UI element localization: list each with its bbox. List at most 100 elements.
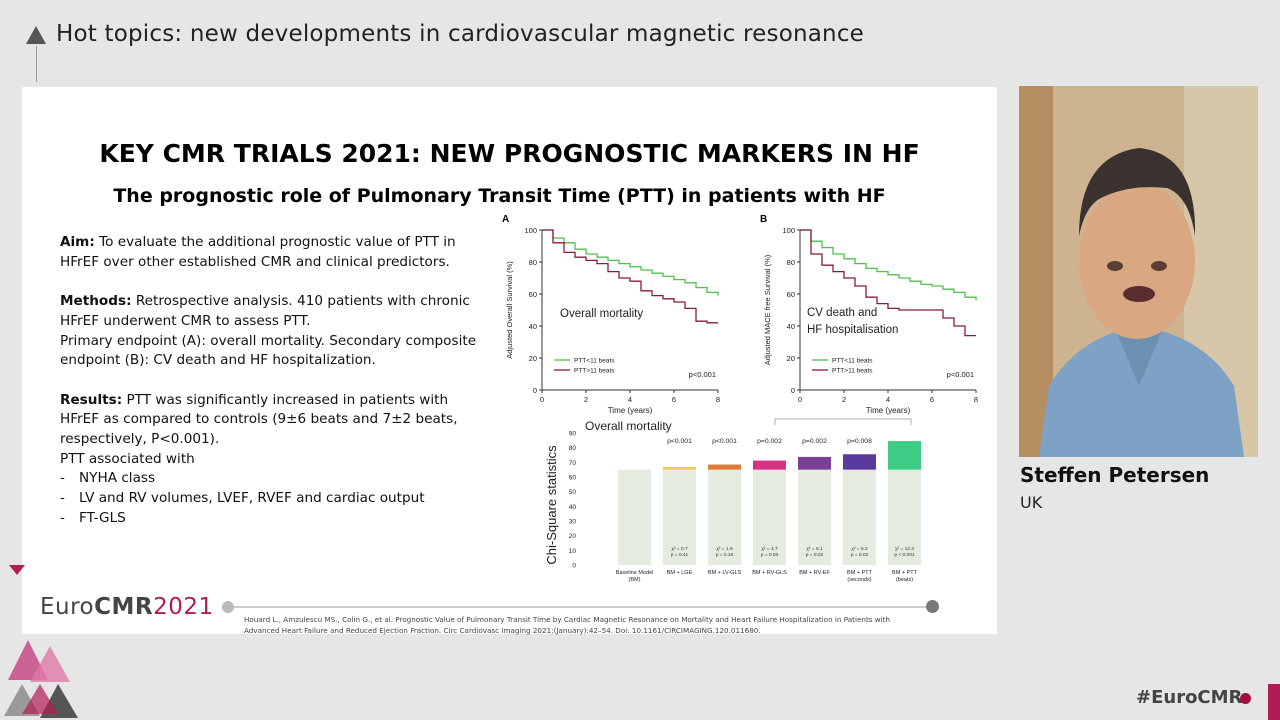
speaker-video (1019, 86, 1258, 457)
bar-chi-p-label: p = 0.16 (716, 552, 734, 558)
methods-text: Retrospective analysis. 410 patients wit… (60, 293, 470, 329)
bar-chi-p-label: p = 0.41 (671, 552, 689, 558)
bar-y-tick-label: 40 (569, 504, 577, 511)
bar-y-tick-label: 0 (572, 563, 576, 570)
y-tick-label: 60 (529, 290, 537, 299)
x-tick-label: 4 (628, 395, 632, 404)
bar-p-value: p=0.008 (847, 438, 872, 445)
km-chart-b: B 0 2 4 6 8 0 20 40 60 80 100 Time (years) Adjusted M… (758, 210, 1003, 420)
bar-chi-label: χ² = 4.7 (761, 546, 778, 552)
eurocmr-logo: EuroCMR2021 (40, 594, 214, 620)
y-axis-label: Adjusted MACE free Survival (%) (763, 254, 772, 365)
bar-category-label: BM + LV-GLS (708, 570, 742, 576)
y-tick-label: 100 (782, 226, 795, 235)
reference-citation: Houard L., Amzulescu MS., Colin G., et a… (244, 615, 891, 635)
hashtag: #EuroCMR (1136, 687, 1243, 708)
bar-base (753, 469, 786, 565)
footer-line (234, 606, 932, 608)
bar-category-label: (seconds) (847, 577, 871, 583)
bar-chi-label: χ² = 12.3 (895, 546, 914, 552)
bar-y-axis-label: Chi-Square statistics (544, 445, 559, 565)
aim-text: To evaluate the additional prognostic va… (60, 234, 456, 270)
panel-label: B (760, 214, 767, 225)
bar-chi-label: χ² = 0.7 (671, 546, 688, 552)
bar-category-label: BM + PTT (892, 570, 918, 576)
p-value-label: p<0.001 (947, 370, 974, 379)
x-tick-label: 6 (672, 395, 676, 404)
bar-category-label: BM + RV-EF (799, 570, 830, 576)
panel-label: A (502, 214, 509, 225)
bar-chi-label: χ² = 5.1 (806, 546, 823, 552)
footer-dot (222, 601, 234, 613)
triangle-logo-icon (26, 26, 46, 44)
bullet-item: - NYHA class (60, 470, 156, 487)
speaker-silhouette (1019, 86, 1258, 457)
bar-increment (843, 454, 876, 470)
x-tick-label: 8 (974, 395, 978, 404)
bar-category-label: BM + RV-GLS (752, 570, 787, 576)
chart-annotation: Overall mortality (560, 308, 643, 320)
results-label: Results: (60, 391, 123, 408)
endpoints-text: Primary endpoint (A): overall mortality.… (60, 332, 477, 369)
bar-category-label: (beats) (896, 577, 913, 583)
bar-y-tick-label: 10 (569, 548, 577, 555)
bar-p-value: p<0.001 (712, 438, 737, 445)
series-line (800, 229, 977, 301)
x-tick-label: 2 (584, 395, 588, 404)
footer-dot (926, 600, 939, 613)
bullet-item: - FT-GLS (60, 509, 126, 526)
bar-base (843, 469, 876, 565)
bar-chi-p-label: p = 0.02 (851, 552, 869, 558)
accent-marker (9, 565, 25, 575)
y-tick-label: 80 (529, 258, 537, 267)
top-bar: Hot topics: new developments in cardiova… (0, 0, 1280, 82)
bar-chi-label: χ² = 1.9 (716, 546, 733, 552)
bar-p-value: p<0.001 (667, 438, 692, 445)
slide-title: KEY CMR TRIALS 2021: NEW PROGNOSTIC MARK… (99, 139, 920, 168)
aim-paragraph: Aim: To evaluate the additional prognost… (60, 233, 480, 272)
series-line (800, 229, 976, 337)
y-tick-label: 40 (787, 322, 795, 331)
bar-y-tick-label: 70 (569, 460, 577, 467)
chart-annotation: CV death and (807, 307, 877, 319)
bar-chi-label: χ² = 5.2 (851, 546, 868, 552)
speaker-country: UK (1020, 493, 1043, 512)
bar-chart-title: Overall mortality (585, 419, 672, 433)
ptt-associated-text: PTT associated with (60, 450, 195, 467)
x-tick-label: 0 (798, 395, 802, 404)
y-tick-label: 80 (787, 258, 795, 267)
x-axis-label: Time (years) (866, 406, 911, 415)
results-text: PTT was significantly increased in patie… (60, 391, 458, 447)
slide-subtitle: The prognostic role of Pulmonary Transit… (113, 185, 886, 207)
bar-category-label: Baseline Model (616, 570, 654, 576)
series-line (542, 229, 719, 296)
bar-base (798, 469, 831, 565)
bullet-item: - LV and RV volumes, LVEF, RVEF and cardi… (60, 490, 425, 507)
x-tick-label: 6 (930, 395, 934, 404)
chi-square-bar-chart: Overall mortality Chi-Square statistics 0 1… (542, 417, 937, 597)
legend-label: PTT<11 beats (574, 358, 615, 365)
km-chart-a: A 0 2 4 6 8 0 20 40 60 80 100 Time (years) Adjusted O… (500, 210, 745, 420)
x-axis-label: Time (years) (608, 406, 653, 415)
bar-base (618, 469, 651, 565)
x-tick-label: 2 (842, 395, 846, 404)
divider (36, 46, 37, 82)
legend-label: PTT>11 beats (574, 368, 615, 375)
bar-y-tick-label: 20 (569, 533, 577, 540)
bar-increment (888, 441, 921, 470)
speaker-name: Steffen Petersen (1020, 463, 1210, 487)
bar-category-label: BM + PTT (847, 570, 873, 576)
y-tick-label: 40 (529, 322, 537, 331)
y-tick-label: 60 (787, 290, 795, 299)
y-tick-label: 20 (787, 354, 795, 363)
bar-base (888, 469, 921, 565)
legend-label: PTT<11 beats (832, 358, 873, 365)
y-tick-label: 0 (533, 386, 537, 395)
bar-y-tick-label: 90 (569, 431, 577, 438)
decorative-triangles (4, 640, 78, 718)
bar-chi-p-label: p = 0.03 (761, 552, 779, 558)
bar-category-label: (BM) (629, 577, 641, 583)
bar-p-value: p=0.002 (757, 438, 782, 445)
